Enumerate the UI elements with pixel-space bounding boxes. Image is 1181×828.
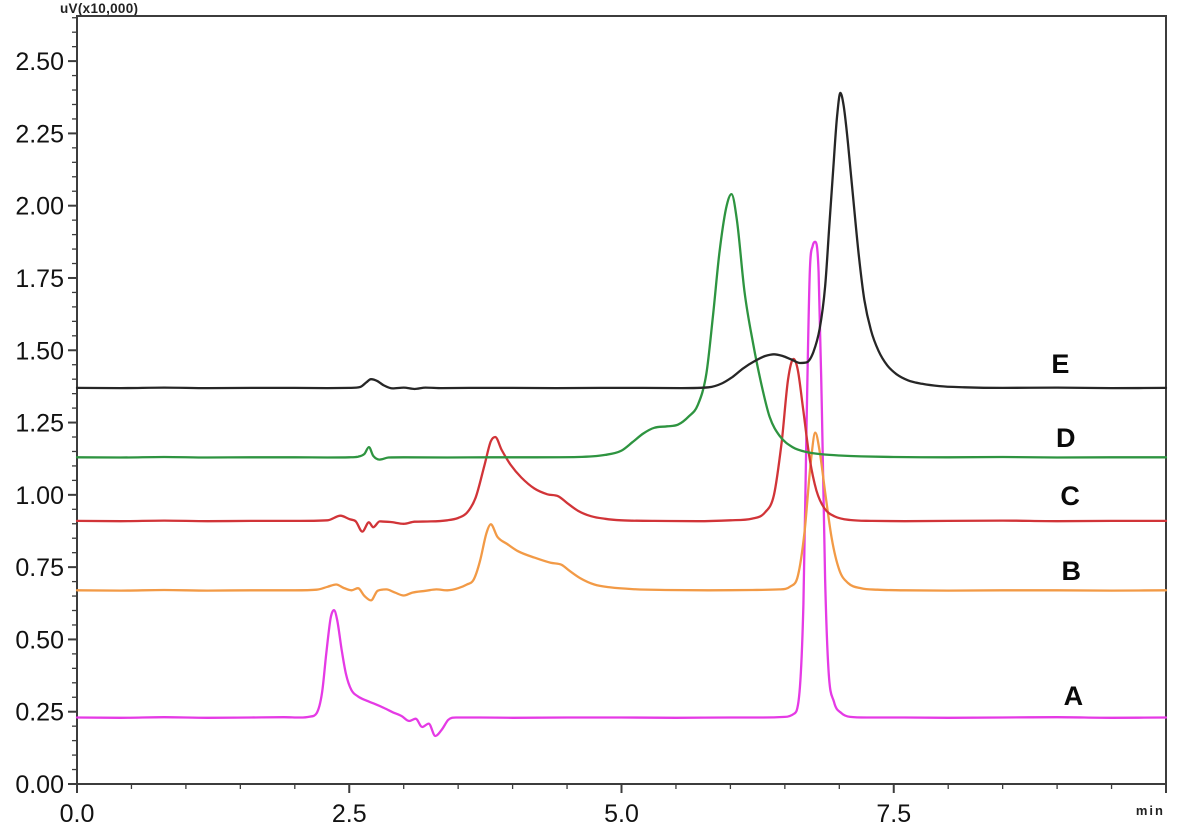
y-tick-label: 1.25: [15, 410, 64, 438]
x-axis: 0.0 2.5 5.0 7.5: [60, 784, 1167, 828]
y-tick-label: 2.50: [15, 48, 64, 76]
x-tick-label: 0.0: [60, 800, 95, 828]
y-tick-label: 0.75: [15, 554, 64, 582]
x-axis-unit-label: min: [1135, 803, 1165, 818]
y-tick-label: 0.25: [15, 699, 64, 727]
y-tick-label: 1.75: [15, 265, 64, 293]
trace-A: [75, 240, 1168, 738]
y-tick-label: 1.00: [15, 482, 64, 510]
plot-frame: [76, 15, 1167, 785]
y-tick-label: 2.25: [15, 120, 64, 148]
y-tick-label: 2.00: [15, 193, 64, 221]
x-tick-label: 5.0: [604, 800, 639, 828]
trace-label-D: D: [1056, 423, 1076, 453]
y-axis-unit-label: uV(x10,000): [60, 1, 139, 16]
y-axis: 0.00 0.25 0.50 0.75 1.00 1.25 1.50 1.75 2.00 2.25…: [15, 17, 77, 799]
x-tick-label: 2.5: [332, 800, 367, 828]
trace-labels: A B CD E: [1051, 349, 1083, 711]
trace-label-A: A: [1064, 681, 1084, 711]
trace-D: [75, 192, 1168, 461]
trace-E: [75, 91, 1168, 391]
y-tick-label: 0.00: [15, 771, 64, 799]
x-tick-label: 7.5: [876, 800, 911, 828]
y-tick-label: 1.50: [15, 337, 64, 365]
trace-B: [75, 431, 1168, 602]
y-tick-label: 0.50: [15, 626, 64, 654]
trace-label-B: B: [1062, 556, 1082, 586]
trace-C: [75, 357, 1168, 533]
trace-label-E: E: [1051, 349, 1069, 379]
traces: [75, 91, 1168, 738]
trace-label-C: C: [1060, 481, 1080, 511]
